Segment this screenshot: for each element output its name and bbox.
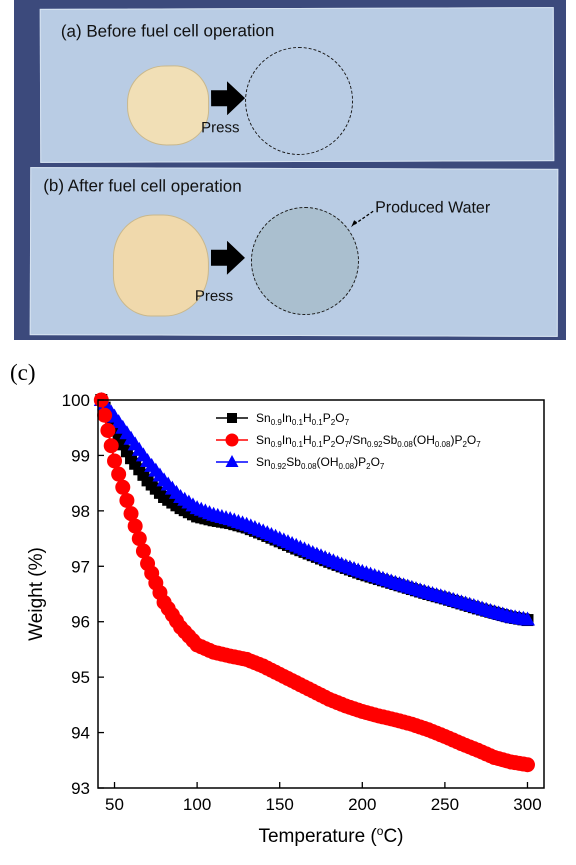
paper-sheet-before: (a) Before fuel cell operation Press — [39, 7, 555, 163]
data-point — [115, 479, 131, 495]
tga-chart: 50 100 150 200 250 300 93 94 95 96 97 98 99 100 Weigh… — [26, 391, 545, 847]
data-point — [131, 531, 147, 547]
data-point — [97, 407, 113, 423]
data-point — [135, 543, 151, 559]
data-point — [119, 492, 135, 508]
x-tick-label: 150 — [266, 795, 294, 814]
data-point — [519, 611, 535, 626]
photo-panel: (a) Before fuel cell operation Press (b)… — [14, 0, 566, 340]
series-circle — [93, 392, 535, 773]
data-point — [123, 506, 139, 522]
data-point — [100, 422, 116, 438]
y-tick-label: 97 — [71, 557, 90, 576]
dashed-circle-empty — [244, 46, 354, 156]
data-point — [519, 757, 535, 773]
data-point — [107, 453, 123, 469]
dashed-circle-produced-water — [250, 206, 360, 316]
series-line — [100, 399, 528, 766]
y-tick-label: 100 — [62, 391, 90, 410]
x-tick-label: 300 — [513, 795, 541, 814]
arrow-right-icon — [211, 81, 246, 116]
y-axis-title: Weight (%) — [26, 547, 47, 641]
series-layer — [93, 392, 535, 773]
series-triangle — [93, 392, 535, 626]
caption-before: (a) Before fuel cell operation — [60, 21, 275, 41]
legend-label: Sn0.9In0.1H0.1P2O7 — [256, 411, 350, 427]
y-tick-label: 96 — [71, 613, 90, 632]
data-point — [116, 438, 129, 451]
x-tick-label: 50 — [105, 795, 124, 814]
series-line — [100, 399, 528, 622]
data-point — [111, 466, 127, 482]
x-tick-label: 250 — [431, 795, 459, 814]
series-line — [100, 399, 528, 621]
pointer-arrow-icon — [351, 210, 374, 228]
tick-layer: 50 100 150 200 250 300 93 94 95 96 97 98 99 100 — [62, 391, 542, 814]
legend-label: Sn0.92Sb0.08(OH0.08)P2O7 — [256, 455, 385, 471]
legend-marker — [225, 455, 239, 467]
produced-water-label: Produced Water — [375, 199, 491, 217]
legend-label: Sn0.9In0.1H0.1P2O7/Sn0.92Sb0.08(OH0.08)P… — [256, 433, 481, 449]
panel-label-c: (c) — [10, 360, 36, 385]
membrane-disc-before — [126, 65, 210, 146]
arrow-right-icon — [210, 240, 245, 275]
x-axis-title: Temperature (oC) — [258, 824, 403, 847]
plot-frame — [97, 399, 545, 789]
legend-marker — [225, 433, 239, 447]
data-point — [127, 518, 143, 534]
y-tick-label: 95 — [71, 668, 90, 687]
x-tick-label: 200 — [348, 795, 376, 814]
caption-after: (b) After fuel cell operation — [43, 176, 242, 196]
press-label-before: Press — [201, 119, 240, 137]
legend-marker — [227, 413, 237, 423]
legend: Sn0.9In0.1H0.1P2O7 Sn0.9In0.1H0.1P2O7/Sn0… — [216, 411, 481, 471]
paper-sheet-after: (b) After fuel cell operation Press Prod… — [29, 167, 559, 337]
y-tick-label: 99 — [71, 446, 90, 465]
x-tick-label: 100 — [183, 795, 211, 814]
data-point — [103, 438, 119, 454]
y-tick-label: 98 — [71, 502, 90, 521]
y-tick-label: 94 — [71, 724, 90, 743]
press-label-after: Press — [194, 287, 234, 305]
y-tick-label: 93 — [71, 779, 90, 798]
